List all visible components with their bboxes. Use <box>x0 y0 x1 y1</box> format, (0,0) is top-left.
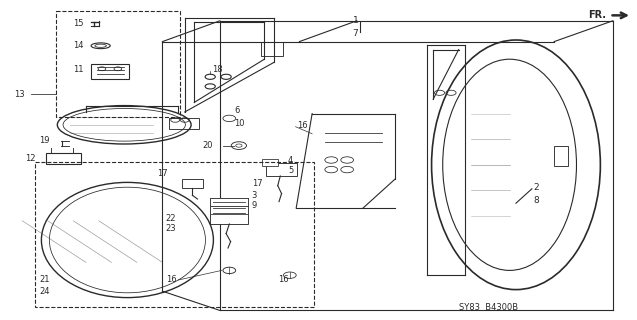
Text: 16: 16 <box>297 121 308 130</box>
Text: 3: 3 <box>252 191 257 200</box>
Bar <box>169 118 199 129</box>
Bar <box>210 198 248 206</box>
Bar <box>35 162 314 307</box>
Text: 7: 7 <box>352 29 359 38</box>
Bar <box>262 159 278 166</box>
Text: 12: 12 <box>25 154 36 163</box>
Text: SY83  B4300B: SY83 B4300B <box>459 303 518 312</box>
Bar <box>46 153 81 164</box>
Text: 17: 17 <box>157 169 168 178</box>
Text: 6: 6 <box>234 106 240 115</box>
Text: 18: 18 <box>212 65 223 74</box>
Text: 9: 9 <box>252 201 257 210</box>
Text: 24: 24 <box>39 287 50 296</box>
Text: 17: 17 <box>252 179 262 188</box>
Text: 10: 10 <box>234 119 245 128</box>
Text: 5: 5 <box>288 166 293 175</box>
Text: 16: 16 <box>166 276 176 284</box>
Text: 16: 16 <box>278 275 289 284</box>
Text: 11: 11 <box>73 65 83 74</box>
Text: 1: 1 <box>352 16 359 25</box>
Bar <box>91 64 129 79</box>
Bar <box>261 42 283 56</box>
Bar <box>210 198 248 224</box>
Bar <box>182 179 203 188</box>
Text: 19: 19 <box>39 136 50 145</box>
Text: 2: 2 <box>533 183 539 192</box>
Bar <box>554 146 568 166</box>
Text: 8: 8 <box>533 196 539 204</box>
Text: 15: 15 <box>73 19 83 28</box>
Text: FR.: FR. <box>589 10 606 20</box>
Text: 20: 20 <box>203 141 213 150</box>
Text: 21: 21 <box>39 276 50 284</box>
Text: 23: 23 <box>166 224 176 233</box>
Bar <box>266 163 297 176</box>
Text: 22: 22 <box>166 214 176 223</box>
Text: 14: 14 <box>73 41 83 50</box>
Text: 4: 4 <box>288 156 293 164</box>
Bar <box>56 11 180 117</box>
Text: 13: 13 <box>14 90 25 99</box>
Bar <box>210 206 248 214</box>
